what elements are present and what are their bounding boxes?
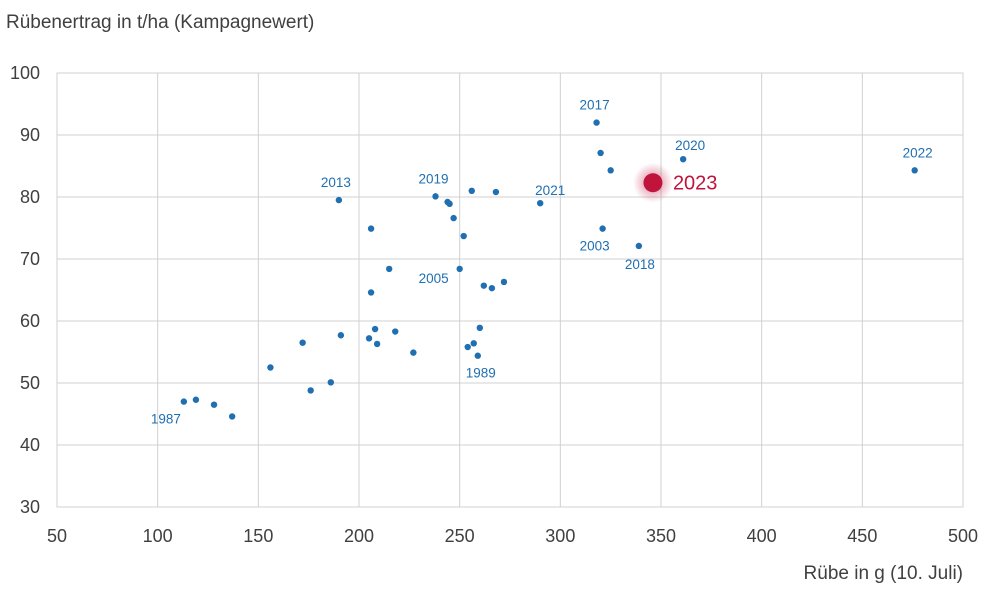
data-point: [432, 193, 439, 200]
data-points: [180, 119, 918, 420]
data-point: [537, 200, 544, 207]
x-tick-label: 50: [47, 526, 67, 546]
data-point: [410, 349, 417, 356]
point-label-2019: 2019: [418, 171, 448, 186]
data-point: [607, 167, 614, 174]
x-tick-label: 250: [445, 526, 475, 546]
y-tick-label: 80: [20, 187, 40, 207]
data-point: [210, 401, 218, 408]
data-point: [307, 387, 314, 394]
data-point: [500, 278, 508, 286]
data-point: [192, 396, 200, 403]
x-tick-label: 500: [948, 526, 978, 546]
data-point: [392, 328, 399, 335]
data-point: [335, 196, 343, 204]
y-tick-label: 50: [20, 373, 40, 393]
point-label-2005: 2005: [419, 271, 449, 286]
highlight-point: [643, 173, 663, 193]
x-tick-label: 300: [545, 526, 575, 546]
data-point: [468, 187, 475, 194]
y-tick-label: 90: [20, 125, 40, 145]
y-axis-title: Rübenertrag in t/ha (Kampagnewert): [6, 12, 315, 33]
point-label-2018: 2018: [625, 257, 655, 272]
data-point: [228, 413, 236, 420]
x-tick-label: 400: [747, 526, 777, 546]
x-axis-title: Rübe in g (10. Juli): [803, 563, 963, 584]
data-point: [456, 265, 463, 273]
data-point: [911, 167, 918, 174]
data-point: [337, 332, 345, 339]
data-point: [492, 188, 500, 196]
data-point: [371, 325, 379, 333]
x-tick-label: 350: [646, 526, 676, 546]
y-tick-label: 30: [20, 497, 40, 517]
data-point: [373, 340, 381, 348]
y-tick-label: 40: [20, 435, 40, 455]
data-point: [480, 282, 488, 289]
point-label-2022: 2022: [903, 145, 933, 160]
point-label-1989: 1989: [466, 366, 496, 381]
point-label-1987: 1987: [151, 412, 181, 427]
y-tick-label: 100: [10, 63, 40, 83]
data-point: [464, 343, 471, 351]
y-tick-label: 60: [20, 311, 40, 331]
plot-frame: [56, 72, 964, 508]
data-point: [267, 364, 274, 371]
data-point: [450, 214, 457, 222]
x-tick-label: 200: [344, 526, 374, 546]
data-point: [327, 379, 335, 386]
point-labels: 1987 2013 2019 2005 1989 2021 2017 2003 2018 2020…: [151, 98, 933, 427]
highlight-label: 2023: [673, 173, 718, 195]
data-point: [476, 324, 483, 332]
highlight-point-2023: 2023: [632, 162, 718, 203]
x-tick-label: 150: [243, 526, 273, 546]
point-label-2003: 2003: [580, 239, 610, 254]
data-point: [299, 339, 306, 346]
x-tick-label: 450: [847, 526, 877, 546]
data-point: [597, 149, 604, 157]
y-tick-label: 70: [20, 249, 40, 269]
data-point: [367, 225, 375, 232]
data-point: [470, 340, 477, 347]
data-point: [679, 155, 687, 163]
point-label-2021: 2021: [535, 183, 565, 198]
data-point: [180, 398, 188, 405]
axes: 50 100 150 200 250 300 350 400 450 500 30 40 50 60 70 8…: [10, 63, 978, 546]
data-point: [367, 289, 375, 296]
data-point: [593, 119, 600, 126]
data-point: [635, 242, 643, 250]
data-point: [365, 335, 373, 342]
grid-lines: [56, 72, 964, 508]
data-point: [446, 200, 453, 208]
data-point: [474, 352, 481, 359]
data-point: [488, 284, 496, 292]
point-label-2020: 2020: [675, 138, 705, 153]
data-point: [460, 232, 467, 240]
point-label-2017: 2017: [580, 98, 610, 113]
x-tick-label: 100: [143, 526, 173, 546]
point-label-2013: 2013: [321, 175, 351, 190]
data-point: [386, 265, 393, 273]
data-point: [599, 225, 606, 232]
